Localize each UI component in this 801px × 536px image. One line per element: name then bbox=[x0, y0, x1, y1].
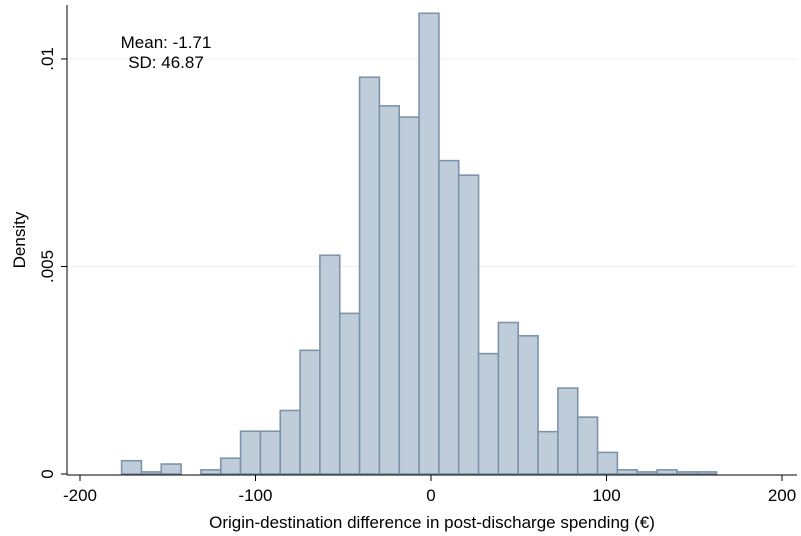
annotation-mean: Mean: -1.71 bbox=[121, 33, 212, 52]
x-tick-label: 100 bbox=[592, 486, 620, 505]
histogram-bar bbox=[200, 469, 222, 475]
histogram-bar bbox=[279, 409, 301, 475]
histogram-bar bbox=[259, 430, 282, 475]
histogram-bar bbox=[616, 469, 639, 475]
histogram-bar bbox=[477, 352, 500, 475]
histogram-bar bbox=[358, 76, 381, 475]
histogram-bar bbox=[239, 430, 262, 475]
histogram-bar bbox=[299, 349, 321, 475]
histogram-bar bbox=[557, 387, 579, 475]
histogram-bar bbox=[656, 469, 678, 475]
histogram-bars bbox=[120, 12, 718, 475]
y-tick-label: .01 bbox=[38, 47, 57, 71]
histogram-bar bbox=[319, 254, 341, 475]
y-tick-label: .005 bbox=[38, 250, 57, 283]
axis-ticks: -200 -100 0 100 200 0 .005 .01 bbox=[38, 47, 796, 505]
x-tick-label: 200 bbox=[768, 486, 796, 505]
histogram-bar bbox=[398, 116, 420, 475]
y-axis-title: Density bbox=[10, 211, 29, 268]
histogram-bar bbox=[219, 457, 242, 475]
histogram-bar bbox=[438, 159, 460, 475]
annotation-sd: SD: 46.87 bbox=[128, 53, 204, 72]
x-tick-label: -200 bbox=[63, 486, 97, 505]
axes bbox=[66, 5, 797, 476]
histogram-bar bbox=[120, 459, 143, 475]
histogram-bar bbox=[497, 321, 520, 475]
x-tick-label: 0 bbox=[426, 486, 435, 505]
histogram-bar bbox=[140, 471, 163, 475]
histogram-bar bbox=[576, 416, 599, 475]
histogram-bar bbox=[418, 12, 440, 475]
histogram-bar bbox=[695, 471, 718, 475]
histogram-bar bbox=[537, 430, 559, 475]
histogram-bar bbox=[636, 471, 658, 475]
histogram-bar bbox=[517, 334, 539, 475]
histogram-bar bbox=[596, 451, 619, 475]
histogram-bar bbox=[338, 312, 361, 475]
histogram-bar bbox=[378, 105, 401, 475]
y-tick-label: 0 bbox=[38, 469, 57, 478]
histogram-bar bbox=[676, 471, 698, 475]
histogram-bar bbox=[457, 174, 480, 475]
x-tick-label: -100 bbox=[238, 486, 272, 505]
x-axis-title: Origin-destination difference in post-di… bbox=[209, 513, 655, 532]
histogram-bar bbox=[160, 463, 182, 475]
